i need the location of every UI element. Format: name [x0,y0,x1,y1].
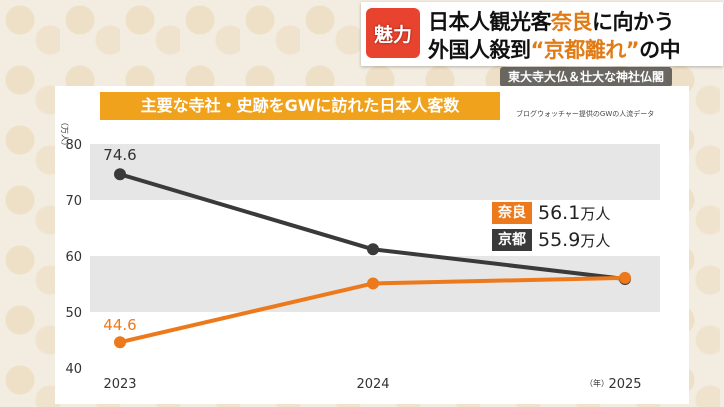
x-tick-label: 2023 [103,377,136,392]
legend-unit-nara: 万人 [580,204,611,223]
legend-value-nara: 56.1 [538,202,581,224]
data-point [114,168,126,181]
legend-unit-kyoto: 万人 [580,231,611,250]
y-tick-label: 50 [65,306,82,321]
sub-caption: 東大寺大仏＆壮大な神社仏閣 [500,67,673,87]
headline-line-2: 外国人殺到“京都離れ”の中 [428,34,681,64]
data-point [367,243,379,256]
data-point [619,271,631,284]
data-point [114,336,126,349]
y-tick-label: 60 [65,250,82,265]
data-point [367,277,379,290]
legend-item-nara: 奈良 56.1 万人 [492,201,610,225]
headline-1-part-c: に向かう [592,10,675,34]
headline-line-1: 日本人観光客奈良に向かう [428,6,675,36]
x-tick-label: 2025 [608,377,641,392]
data-label: 74.6 [103,146,136,164]
y-tick-label: 80 [65,138,82,153]
y-axis-unit: （万人） [60,118,69,150]
x-tick-label: 2024 [356,377,389,392]
legend-item-kyoto: 京都 55.9 万人 [492,228,610,252]
headline-panel [361,2,723,66]
headline-1-part-b: 奈良 [551,10,593,34]
headline-2-part-b: “京都離れ” [530,38,640,62]
headline-badge: 魅力 [366,8,420,58]
legend-value-kyoto: 55.9 [538,229,581,251]
legend-tag-kyoto: 京都 [492,229,532,251]
x-axis-unit: （年） [585,378,609,388]
headline-2-part-a: 外国人殺到 [428,38,531,62]
source-note: ブログウォッチャー提供のGWの人流データ [516,110,655,118]
data-label: 44.6 [103,316,136,334]
legend-tag-nara: 奈良 [492,202,532,224]
headline-1-part-a: 日本人観光客 [428,10,552,34]
headline-badge-label: 魅力 [373,23,412,46]
headline-2-part-c: の中 [639,38,681,62]
grid-band-0 [90,144,660,200]
y-tick-label: 70 [65,194,82,209]
chart-title: 主要な寺社・史跡をGWに訪れた日本人客数 [100,92,500,120]
y-tick-label: 40 [65,362,82,377]
